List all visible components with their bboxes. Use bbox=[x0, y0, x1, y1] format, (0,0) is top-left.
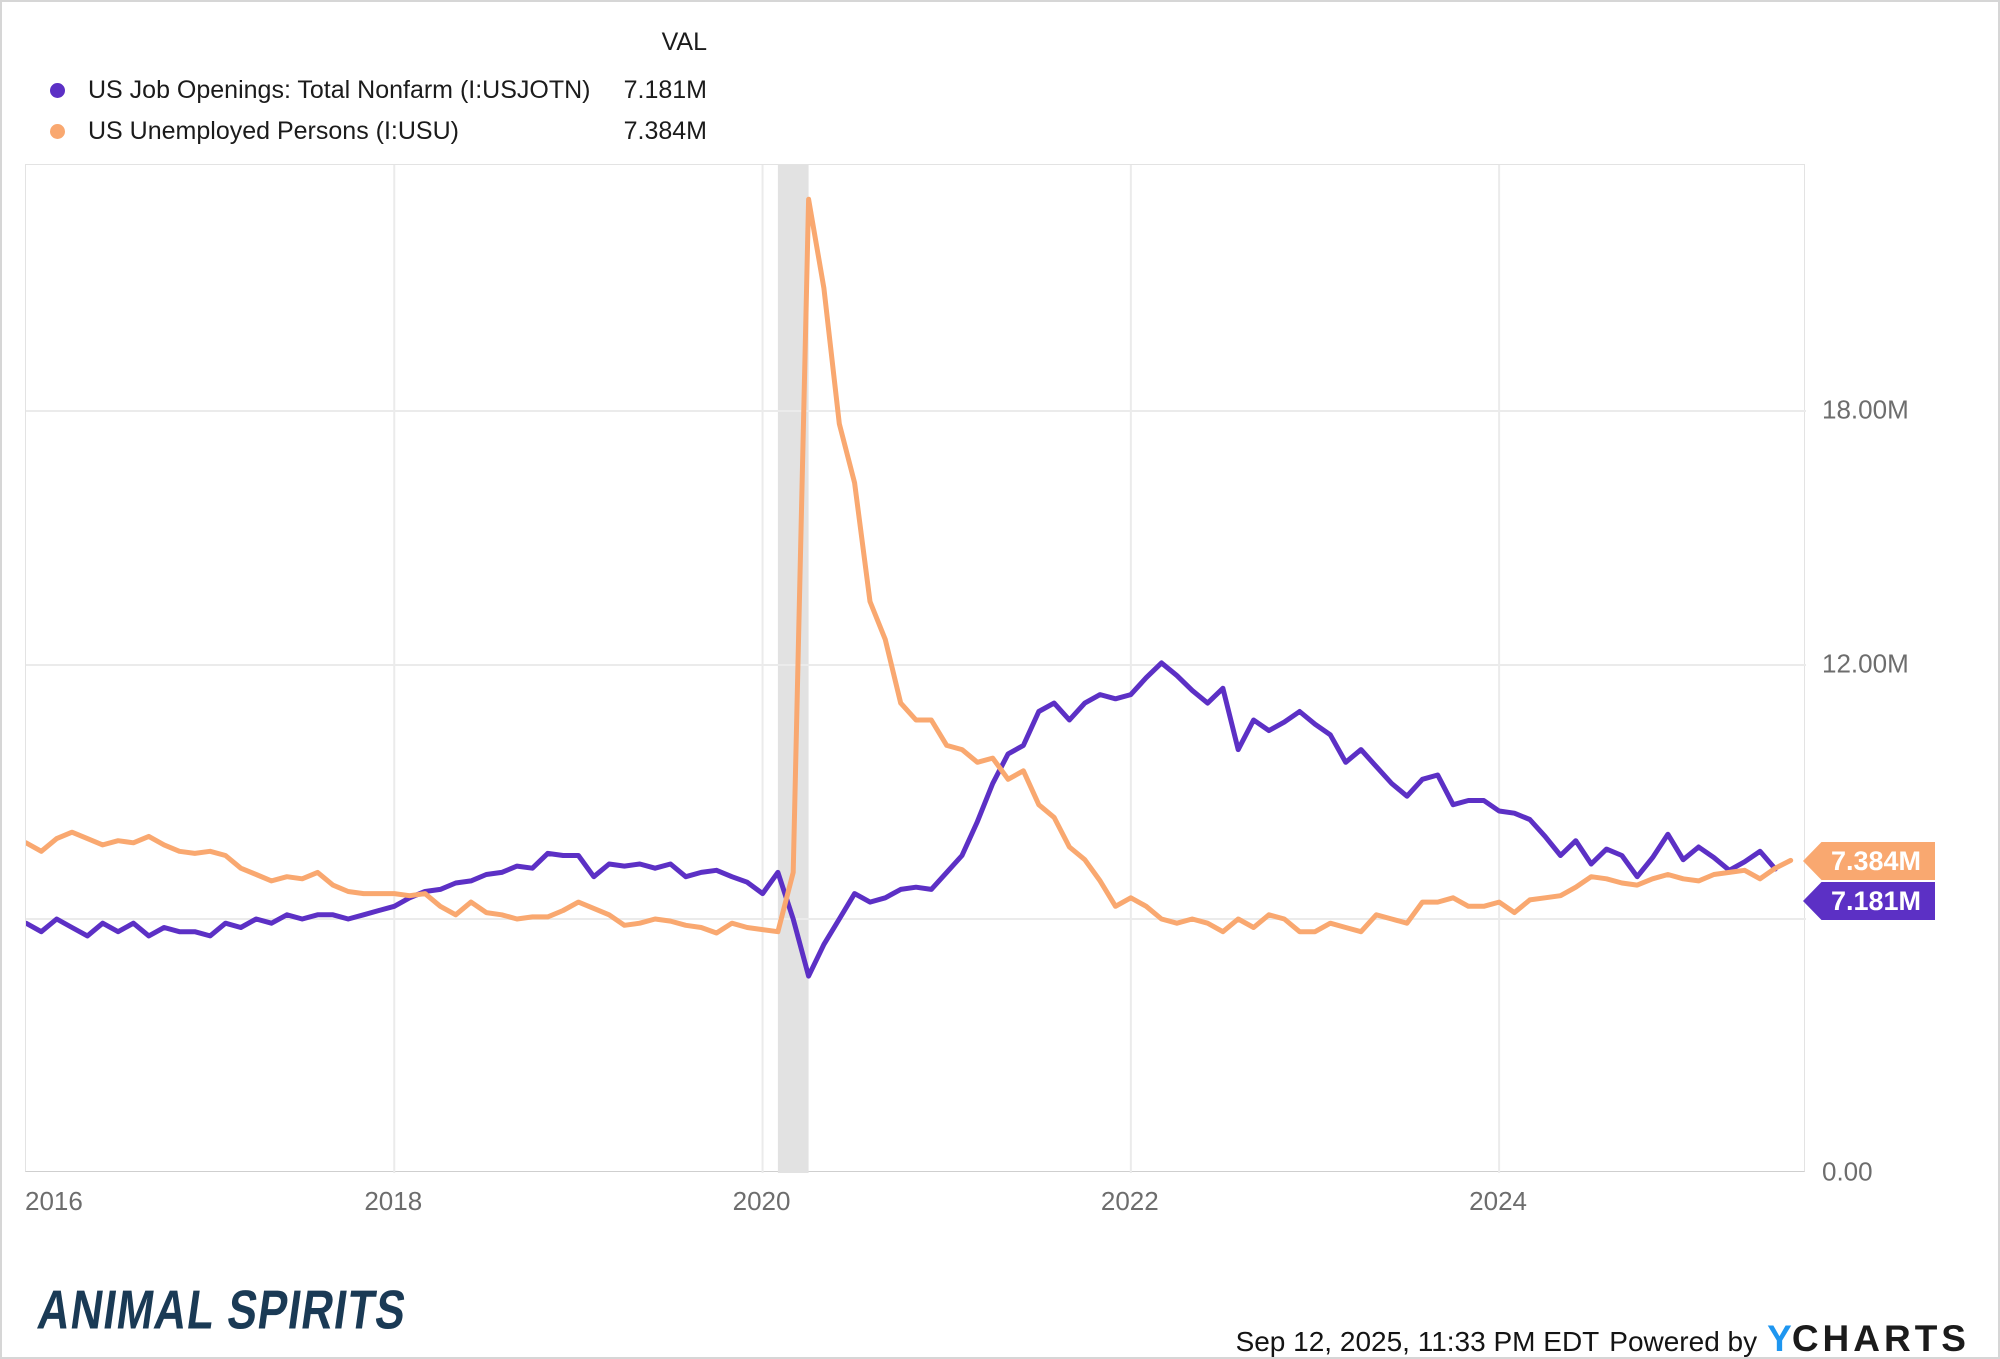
legend-label-unemployed: US Unemployed Persons (I:USU) bbox=[88, 117, 459, 145]
footer-stamp-row: Sep 12, 2025, 11:33 PM EDT Powered by YC… bbox=[1236, 1318, 1970, 1359]
powered-by-text: Powered by bbox=[1609, 1326, 1758, 1357]
y-tick-label: 0.00 bbox=[1822, 1156, 1873, 1187]
legend-row-unemployed[interactable]: US Unemployed Persons (I:USU) 7.384M bbox=[40, 117, 707, 146]
y-tick-label: 12.00M bbox=[1822, 648, 1909, 679]
series-line-I:USJOTN bbox=[26, 660, 1778, 979]
chart-svg bbox=[26, 165, 1806, 1173]
legend-row-job-openings[interactable]: US Job Openings: Total Nonfarm (I:USJOTN… bbox=[40, 76, 707, 105]
end-value-tag-unemployed: 7.384M bbox=[1803, 842, 1935, 880]
x-tick-label: 2024 bbox=[1469, 1186, 1528, 1216]
legend-value-unemployed: 7.384M bbox=[623, 117, 707, 145]
legend-value-column-header: VAL bbox=[661, 28, 707, 56]
x-tick-label: 2016 bbox=[25, 1186, 83, 1216]
ycharts-logo[interactable]: YCHARTS bbox=[1767, 1318, 1970, 1359]
plot-area[interactable] bbox=[25, 164, 1806, 1173]
legend-value-job-openings: 7.181M bbox=[623, 76, 707, 104]
timestamp: Sep 12, 2025, 11:33 PM EDT bbox=[1235, 1326, 1600, 1357]
animal-spirits-logo: ANIMAL SPIRITS bbox=[34, 1279, 411, 1341]
ycharts-y-icon: Y bbox=[1767, 1318, 1792, 1359]
ycharts-wordmark: CHARTS bbox=[1791, 1318, 1970, 1359]
unemployed-series-dot-icon bbox=[50, 124, 65, 139]
legend-label-job-openings: US Job Openings: Total Nonfarm (I:USJOTN… bbox=[88, 76, 591, 104]
x-tick-label: 2022 bbox=[1100, 1186, 1159, 1216]
x-tick-label: 2020 bbox=[732, 1186, 791, 1216]
x-tick-label: 2018 bbox=[364, 1186, 423, 1216]
y-tick-label: 18.00M bbox=[1822, 394, 1909, 425]
job-openings-series-dot-icon bbox=[50, 83, 65, 98]
end-value-tag-job-openings: 7.181M bbox=[1803, 882, 1935, 920]
series-line-I:USU bbox=[26, 196, 1794, 936]
